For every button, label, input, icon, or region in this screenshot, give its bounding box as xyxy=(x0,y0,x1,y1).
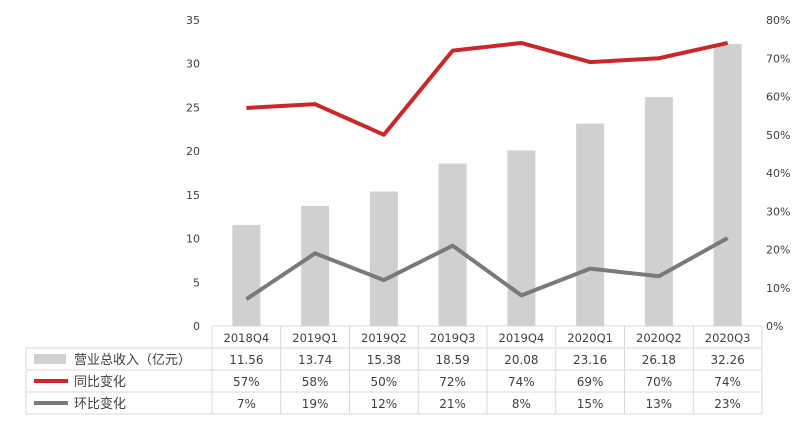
data-label: 12% xyxy=(371,397,398,411)
data-label: 57% xyxy=(233,375,260,389)
bar xyxy=(369,191,398,326)
bar xyxy=(644,97,673,326)
data-label: 21% xyxy=(439,397,466,411)
right-tick-label: 20% xyxy=(766,244,790,257)
data-label: 74% xyxy=(714,375,741,389)
category-label: 2019Q1 xyxy=(292,331,338,345)
right-tick-label: 40% xyxy=(766,167,790,180)
left-tick-label: 35 xyxy=(186,14,200,27)
data-label: 50% xyxy=(371,375,398,389)
data-label: 18.59 xyxy=(435,353,469,367)
legend-swatch xyxy=(34,354,66,364)
data-label: 58% xyxy=(302,375,329,389)
data-label: 23.16 xyxy=(573,353,607,367)
data-label: 15% xyxy=(577,397,604,411)
data-table: 2018Q4 2019Q1 2019Q2 2019Q3 2019Q4 2020Q1 2020… xyxy=(25,325,763,415)
left-tick-label: 20 xyxy=(186,145,200,158)
data-label: 19% xyxy=(302,397,329,411)
category-label: 2020Q2 xyxy=(636,331,682,345)
series-line xyxy=(246,40,729,137)
category-label: 2019Q3 xyxy=(430,331,476,345)
category-label: 2019Q2 xyxy=(361,331,407,345)
category-label: 2018Q4 xyxy=(224,331,270,345)
series-line xyxy=(245,236,729,301)
right-tick-label: 60% xyxy=(766,91,790,104)
legend-label: 环比变化 xyxy=(74,396,126,412)
data-label: 13.74 xyxy=(298,353,332,367)
data-label: 69% xyxy=(577,375,604,389)
bar xyxy=(507,150,536,326)
bar-series xyxy=(232,43,742,326)
data-label: 11.56 xyxy=(229,353,263,367)
category-label: 2020Q1 xyxy=(567,331,613,345)
right-tick-label: 80% xyxy=(766,14,790,27)
category-label: 2019Q4 xyxy=(499,331,545,345)
left-tick-label: 30 xyxy=(186,58,200,71)
data-label: 32.26 xyxy=(710,353,744,367)
right-tick-label: 30% xyxy=(766,205,790,218)
bar xyxy=(232,224,261,326)
legend-label: 营业总收入（亿元） xyxy=(74,353,191,368)
category-label: 2020Q3 xyxy=(705,331,751,345)
data-label: 15.38 xyxy=(367,353,401,367)
left-tick-label: 25 xyxy=(186,101,200,114)
left-axis: 0 5 10 15 20 25 30 35 xyxy=(186,14,200,333)
data-label: 20.08 xyxy=(504,353,538,367)
right-tick-label: 50% xyxy=(766,129,790,142)
left-tick-label: 10 xyxy=(186,233,200,246)
data-label: 26.18 xyxy=(642,353,676,367)
right-tick-label: 10% xyxy=(766,282,790,295)
right-tick-label: 70% xyxy=(766,52,790,65)
left-tick-label: 0 xyxy=(193,320,200,333)
data-label: 72% xyxy=(439,375,466,389)
bar xyxy=(576,123,605,326)
legend-label: 同比变化 xyxy=(74,374,126,390)
data-label: 8% xyxy=(512,397,531,411)
data-label: 7% xyxy=(237,397,256,411)
right-axis: 0% 10% 20% 30% 40% 50% 60% 70% 80% xyxy=(766,14,790,333)
line-series xyxy=(245,40,729,301)
left-tick-label: 5 xyxy=(193,276,200,289)
data-label: 74% xyxy=(508,375,535,389)
bar xyxy=(713,43,742,326)
data-label: 13% xyxy=(646,397,673,411)
right-tick-label: 0% xyxy=(766,320,783,333)
left-tick-label: 15 xyxy=(186,189,200,202)
data-label: 23% xyxy=(714,397,741,411)
data-label: 70% xyxy=(646,375,673,389)
bar xyxy=(301,205,330,326)
